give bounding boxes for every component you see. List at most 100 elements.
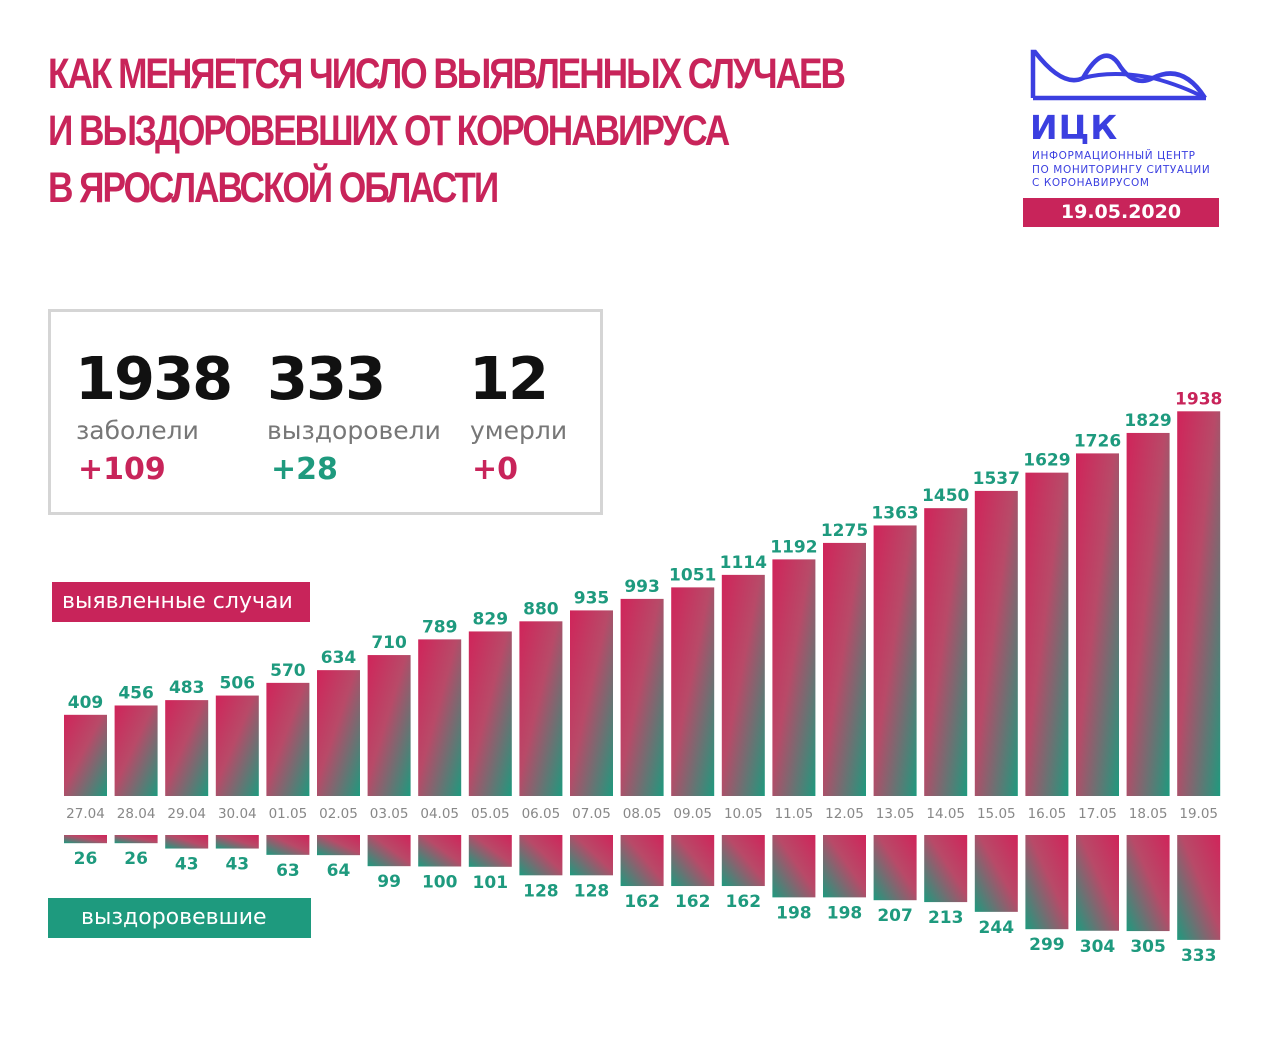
cases-value-label: 1363 [871, 503, 918, 523]
x-tick-label: 10.05 [724, 806, 763, 822]
recovered-value-label: 305 [1130, 937, 1166, 957]
cases-bar [721, 574, 765, 796]
cases-value-label: 1938 [1175, 389, 1222, 409]
cases-bar [215, 695, 259, 796]
cases-bar [114, 705, 158, 796]
cases-bar [620, 598, 664, 796]
recovered-bar [266, 835, 310, 855]
x-tick-label: 15.05 [977, 806, 1016, 822]
logo-subtitle-line-3: С КОРОНАВИРУСОМ [1032, 177, 1150, 189]
x-tick-label: 18.05 [1129, 806, 1168, 822]
cases-bar [165, 700, 209, 796]
recovered-value-label: 26 [124, 849, 148, 869]
recovered-value-label: 207 [877, 906, 913, 926]
recovered-bar [317, 835, 360, 856]
cases-bar [468, 631, 512, 796]
recovered-bar [873, 835, 917, 901]
summary-box: 1938 заболели +109 333 выздоровели +28 1… [48, 309, 603, 515]
recovered-value-label: 26 [74, 849, 98, 869]
recovered-value-label: 304 [1080, 937, 1116, 957]
cases-value-label: 483 [169, 678, 205, 698]
recovered-value-label: 162 [675, 892, 711, 912]
recovered-bar [823, 835, 866, 898]
cases-value-label: 993 [624, 577, 660, 597]
cases-bar [1126, 432, 1170, 796]
cases-value-label: 1726 [1074, 431, 1121, 451]
recovered-value-label: 100 [422, 873, 458, 893]
x-tick-label: 27.04 [66, 806, 105, 822]
cases-value-label: 570 [270, 661, 306, 681]
recovered-bar [924, 835, 968, 903]
stat-recovered-value: 333 [267, 344, 386, 413]
logo-name: ИЦК [1030, 108, 1119, 147]
recovered-bar [721, 835, 765, 887]
legend-cases: выявленные случаи [52, 582, 310, 622]
logo-subtitle-line-2: ПО МОНИТОРИНГУ СИТУАЦИИ [1032, 163, 1211, 176]
stat-deaths-delta: +0 [472, 452, 519, 487]
cases-bar [266, 682, 310, 796]
recovered-value-label: 162 [726, 892, 762, 912]
cases-bar [823, 542, 866, 796]
recovered-bar [570, 835, 613, 876]
x-tick-label: 12.05 [825, 806, 864, 822]
x-tick-label: 14.05 [926, 806, 965, 822]
recovered-bars: 26 26 43 43 63 64 99 100 101 128 128 162 162 162 198 19… [64, 835, 1221, 966]
cases-bar [367, 655, 411, 796]
cases-bar [1177, 411, 1221, 796]
x-tick-label: 16.05 [1028, 806, 1067, 822]
x-tick-label: 19.05 [1179, 806, 1218, 822]
cases-bar [64, 714, 107, 796]
recovered-bar [1076, 835, 1119, 931]
recovered-bar [772, 835, 816, 898]
cases-value-label: 789 [422, 617, 458, 637]
title-line-3: В ЯРОСЛАВСКОЙ ОБЛАСТИ [48, 164, 499, 212]
recovered-value-label: 64 [327, 861, 351, 881]
date-badge: 19.05.2020 [1023, 198, 1219, 227]
recovered-value-label: 43 [225, 855, 249, 875]
stat-cases-value: 1938 [75, 344, 233, 413]
cases-value-label: 1114 [720, 553, 767, 573]
x-tick-label: 30.04 [218, 806, 257, 822]
cases-value-label: 1192 [770, 537, 817, 557]
x-tick-label: 17.05 [1078, 806, 1117, 822]
recovered-bar [519, 835, 563, 876]
cases-bar [974, 490, 1018, 796]
recovered-value-label: 43 [175, 855, 199, 875]
recovered-value-label: 63 [276, 861, 300, 881]
recovered-value-label: 198 [776, 903, 812, 923]
cases-value-label: 1051 [669, 565, 716, 585]
logo-subtitle: ИНФОРМАЦИОННЫЙ ЦЕНТР ПО МОНИТОРИНГУ СИТУ… [1032, 150, 1210, 191]
x-axis-ticks: 27.04 28.04 29.04 30.04 01.05 02.05 03.05 04.05… [66, 806, 1218, 822]
stat-cases-delta: +109 [78, 452, 166, 487]
x-tick-label: 08.05 [623, 806, 662, 822]
cases-value-label: 506 [220, 674, 256, 694]
recovered-bar [1025, 835, 1069, 930]
cases-bar [772, 559, 816, 796]
recovered-bar [468, 835, 512, 867]
cases-bar [317, 670, 360, 796]
stat-deaths-value: 12 [469, 344, 549, 413]
cases-value-label: 409 [68, 693, 104, 713]
cases-value-label: 456 [118, 683, 154, 703]
x-tick-label: 04.05 [420, 806, 459, 822]
recovered-value-label: 128 [523, 881, 559, 901]
page-title: КАК МЕНЯЕТСЯ ЧИСЛО ВЫЯВЛЕННЫХ СЛУЧАЕВ И … [48, 46, 846, 217]
logo-wave-icon [1030, 49, 1207, 101]
x-tick-label: 05.05 [471, 806, 510, 822]
cases-value-label: 1629 [1023, 451, 1070, 471]
title-line-1: КАК МЕНЯЕТСЯ ЧИСЛО ВЫЯВЛЕННЫХ СЛУЧАЕВ [48, 50, 846, 98]
recovered-value-label: 99 [377, 872, 401, 892]
cases-value-label: 710 [371, 633, 407, 653]
stat-cases-label: заболели [76, 416, 199, 445]
cases-bar [873, 525, 917, 796]
stat-deaths-label: умерли [470, 416, 568, 445]
cases-value-label: 1537 [973, 469, 1020, 489]
cases-value-label: 829 [473, 609, 509, 629]
recovered-bar [1177, 835, 1221, 940]
recovered-bar [367, 835, 411, 867]
cases-bar [570, 610, 613, 796]
stat-recovered-delta: +28 [271, 452, 338, 487]
cases-bar [519, 621, 563, 796]
cases-value-label: 1275 [821, 521, 868, 541]
cases-value-label: 1450 [922, 486, 969, 506]
